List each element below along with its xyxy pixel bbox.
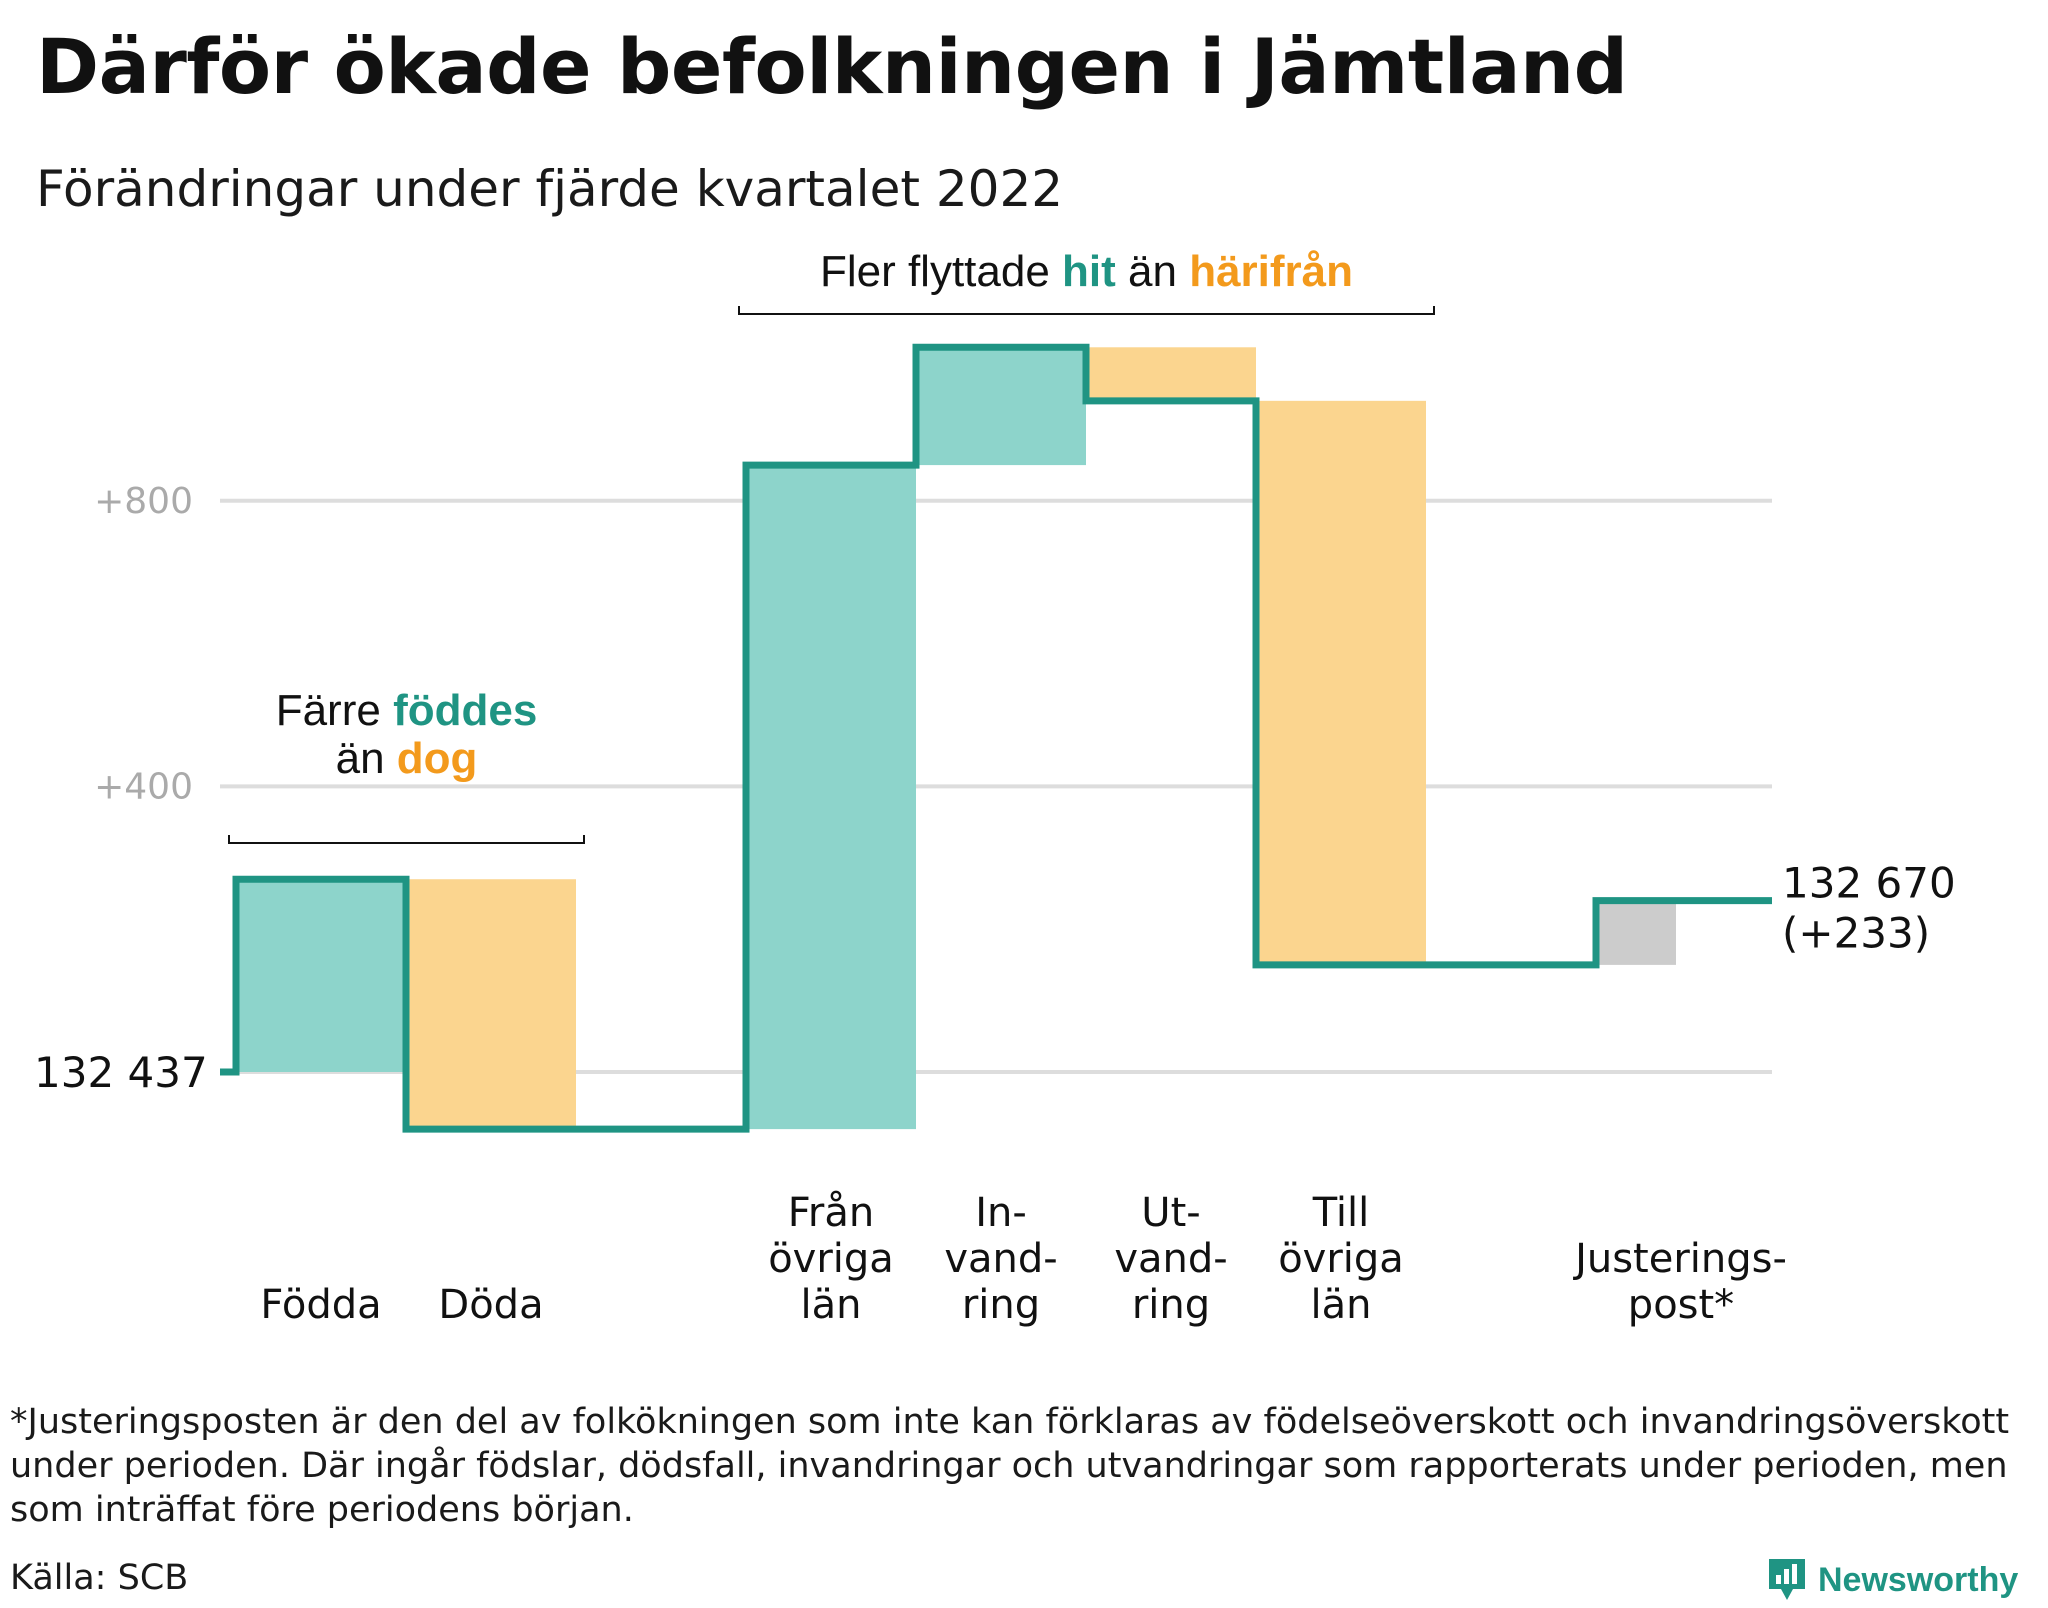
waterfall-chart: +400 +800 132 437 132 670(+233) Födda Döda Frå… xyxy=(34,247,1956,1328)
bar-döda xyxy=(406,879,576,1130)
bar-till-övriga-län xyxy=(1256,400,1426,965)
category-label: övriga xyxy=(1278,1236,1404,1282)
category-label: län xyxy=(801,1282,862,1328)
category-label: ring xyxy=(1132,1282,1210,1328)
migration-annotation-bracket xyxy=(738,306,1435,315)
birth-death-annotation-text: än dog xyxy=(336,734,478,783)
y-tick-label: +400 xyxy=(94,766,193,807)
category-label: Till xyxy=(1312,1190,1370,1236)
bar-från-övriga-län xyxy=(746,465,916,1130)
source-label: Källa: SCB xyxy=(10,1558,189,1598)
category-label: län xyxy=(1311,1282,1372,1328)
category-label: Justerings- xyxy=(1572,1236,1787,1282)
category-label: Döda xyxy=(438,1282,543,1328)
bar-justeringspost xyxy=(1596,900,1676,965)
category-label: vand- xyxy=(1114,1236,1227,1282)
category-label: vand- xyxy=(944,1236,1057,1282)
y-tick-label: +800 xyxy=(94,481,193,522)
bar-invandring xyxy=(916,347,1086,466)
newsworthy-logo-icon xyxy=(1769,1559,1805,1600)
birth-death-annotation-bracket xyxy=(228,835,585,844)
chart-title: Därför ökade befolkningen i Jämtland xyxy=(36,22,1628,111)
category-label: ring xyxy=(962,1282,1040,1328)
category-label: Från xyxy=(788,1190,874,1236)
birth-death-annotation-text: Färre föddes xyxy=(276,686,538,735)
migration-annotation-text: Fler flyttade hit än härifrån xyxy=(820,247,1353,296)
end-change-label: (+233) xyxy=(1782,909,1930,958)
cumulative-step-line xyxy=(220,343,1772,1133)
bar-utvandring xyxy=(1086,347,1256,401)
chart-subtitle: Förändringar under fjärde kvartalet 2022 xyxy=(36,160,1064,218)
footnote: *Justeringsposten är den del av folkökni… xyxy=(10,1402,2010,1530)
bar-födda xyxy=(236,879,406,1072)
category-label: Ut- xyxy=(1141,1190,1200,1236)
category-label: övriga xyxy=(768,1236,894,1282)
newsworthy-logo[interactable]: Newsworthy xyxy=(1766,1552,2018,1608)
category-label: post* xyxy=(1628,1282,1734,1328)
category-label: In- xyxy=(975,1190,1027,1236)
start-value-label: 132 437 xyxy=(34,1048,208,1097)
category-label: Födda xyxy=(260,1282,381,1328)
end-value-label: 132 670 xyxy=(1782,859,1956,908)
brand-name: Newsworthy xyxy=(1818,1560,2019,1599)
